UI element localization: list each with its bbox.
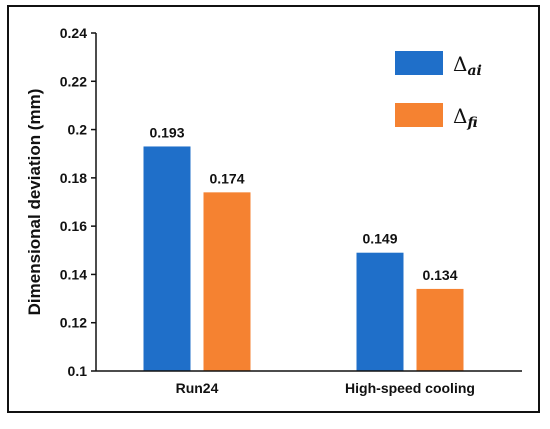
bar-fi-1 (203, 192, 251, 371)
y-axis-ticks: 0.1 0.12 0.14 0.16 0.18 0.2 0.22 0.24 (60, 25, 96, 379)
x-category-label: High-speed cooling (345, 380, 475, 396)
bars (143, 146, 464, 371)
bar-fi-2 (416, 288, 464, 371)
y-tick-label: 0.2 (68, 122, 88, 138)
y-tick-label: 0.12 (60, 315, 87, 331)
y-tick-label: 0.22 (60, 73, 87, 89)
data-label: 0.174 (209, 170, 244, 186)
y-tick-label: 0.24 (60, 25, 87, 41)
data-labels: 0.193 0.174 0.149 0.134 (149, 124, 457, 282)
y-tick-label: 0.18 (60, 170, 87, 186)
legend: Δai Δfi (395, 51, 482, 131)
legend-swatch (395, 103, 443, 127)
legend-label: Δfi (453, 104, 478, 131)
bar-ai-2 (356, 252, 404, 371)
legend-label: Δai (453, 52, 482, 79)
bar-ai-1 (143, 146, 191, 371)
y-tick-label: 0.14 (60, 266, 87, 282)
data-label: 0.134 (422, 267, 457, 283)
x-axis-categories: Run24 High-speed cooling (176, 380, 475, 396)
y-axis-label: Dimensional deviation (mm) (25, 89, 44, 316)
y-tick-label: 0.16 (60, 218, 87, 234)
x-category-label: Run24 (176, 380, 219, 396)
data-label: 0.149 (362, 231, 397, 247)
data-label: 0.193 (149, 124, 184, 140)
legend-swatch (395, 51, 443, 75)
y-tick-label: 0.1 (68, 363, 88, 379)
